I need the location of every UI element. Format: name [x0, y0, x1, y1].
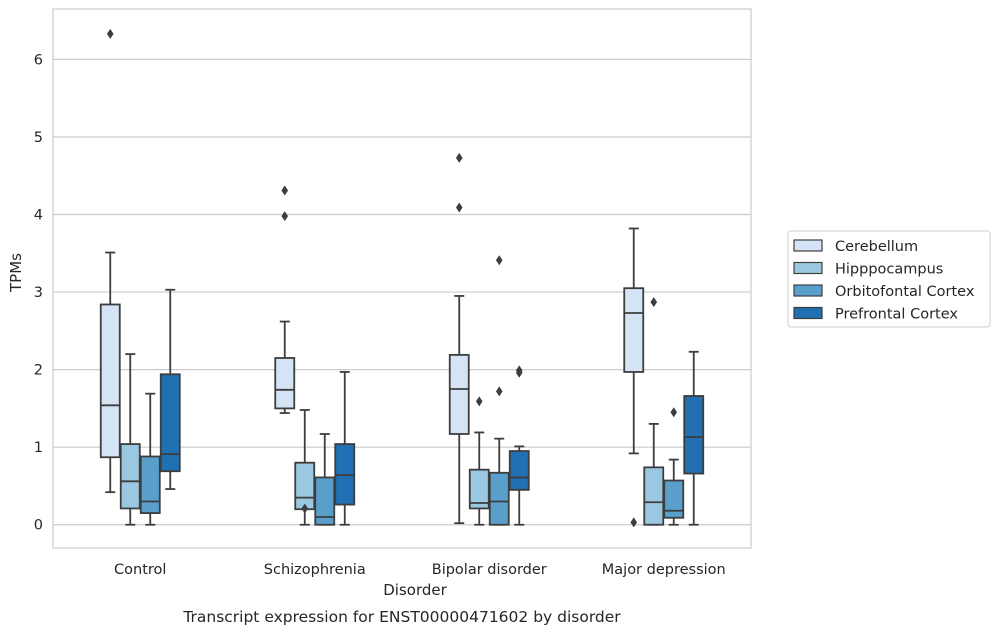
outlier-point	[455, 152, 463, 163]
box-iqr	[683, 395, 705, 475]
outlier-point	[455, 202, 463, 213]
outlier-point	[301, 503, 309, 514]
box-prefrontal-cortex-3	[508, 365, 530, 526]
box-iqr	[314, 476, 336, 526]
box-cerebellum-1	[99, 28, 121, 494]
outlier-point	[495, 255, 503, 266]
legend: Cerebellum Hipppocampus Orbitofontal Corte…	[787, 230, 991, 328]
legend-item-2: Hipppocampus	[793, 261, 943, 278]
box-iqr	[508, 450, 530, 491]
y-tick-label-5: 5	[34, 130, 43, 146]
y-tick-labels: 0 1 2 3 4 5 6	[34, 52, 43, 533]
box-iqr	[623, 287, 645, 373]
legend-item-4: Prefrontal Cortex	[793, 306, 958, 323]
box-iqr	[488, 471, 510, 526]
box-orbitofontal-cortex-2	[314, 433, 336, 526]
box-prefrontal-cortex-1	[159, 288, 181, 490]
chart-caption: Transcript expression for ENST0000047160…	[182, 608, 621, 626]
y-tick-label-6: 6	[34, 52, 43, 68]
x-axis-label: Disorder	[383, 581, 447, 599]
box-iqr	[448, 353, 470, 435]
box-iqr	[274, 357, 296, 410]
box-hipppocampus-2	[294, 409, 316, 526]
outlier-point	[475, 396, 483, 407]
box-hipppocampus-3	[468, 396, 490, 526]
outlier-point	[106, 28, 114, 39]
box-cerebellum-2	[274, 185, 296, 414]
outlier-point	[495, 386, 503, 397]
box-iqr	[294, 461, 316, 511]
x-tick-label-1: Control	[114, 562, 166, 578]
box-hipppocampus-4	[643, 297, 665, 526]
legend-frame	[787, 230, 991, 328]
legend-swatch	[793, 239, 823, 252]
legend-swatch	[793, 261, 823, 275]
legend-label: Orbitofontal Cortex	[835, 284, 975, 300]
y-tick-label-4: 4	[34, 208, 43, 224]
box-hipppocampus-1	[119, 353, 141, 526]
outlier-point	[670, 407, 678, 418]
box-iqr	[159, 373, 181, 473]
y-tick-label-2: 2	[34, 363, 43, 379]
box-prefrontal-cortex-2	[334, 371, 356, 526]
legend-label: Prefrontal Cortex	[835, 307, 958, 323]
legend-label: Hipppocampus	[835, 262, 943, 278]
box-iqr	[663, 479, 685, 519]
y-tick-label-1: 1	[34, 440, 43, 456]
box-prefrontal-cortex-4	[683, 350, 705, 526]
y-tick-label-0: 0	[34, 518, 43, 534]
x-tick-label-2: Schizophrenia	[264, 562, 366, 578]
box-orbitofontal-cortex-4	[663, 407, 685, 526]
box-iqr	[643, 466, 665, 526]
legend-swatch	[793, 284, 823, 297]
box-iqr	[468, 468, 490, 510]
legend-swatch	[793, 306, 823, 320]
outlier-point	[515, 365, 523, 376]
legend-label: Cerebellum	[835, 239, 918, 255]
x-tick-label-4: Major depression	[602, 562, 726, 578]
x-tick-label-3: Bipolar disorder	[432, 562, 547, 578]
y-tick-label-3: 3	[34, 285, 43, 301]
box-series	[99, 28, 705, 528]
box-iqr	[139, 455, 161, 515]
box-iqr	[119, 443, 141, 510]
outlier-point	[650, 297, 658, 308]
outlier-point	[281, 211, 289, 222]
x-tick-labels: Control Schizophrenia Bipolar disorder Majo…	[114, 562, 726, 578]
box-orbitofontal-cortex-1	[139, 392, 161, 526]
y-axis-label: TPMs	[7, 253, 25, 293]
legend-item-3: Orbitofontal Cortex	[793, 284, 975, 300]
outlier-point	[281, 185, 289, 196]
legend-item-1: Cerebellum	[793, 239, 918, 255]
box-orbitofontal-cortex-3	[488, 255, 510, 526]
box-cerebellum-4	[623, 227, 645, 528]
box-iqr	[99, 303, 121, 459]
box-cerebellum-3	[448, 152, 470, 525]
outlier-point	[630, 517, 638, 528]
